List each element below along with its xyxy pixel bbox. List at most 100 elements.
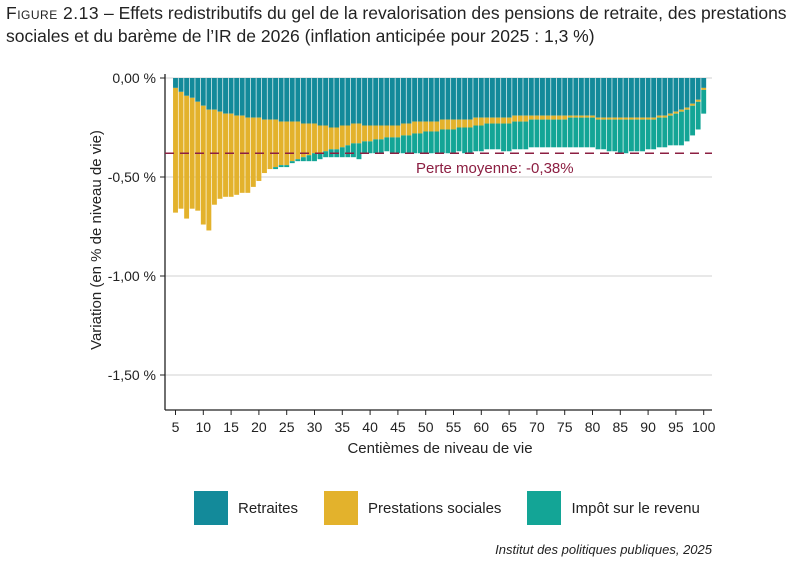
bar-stack xyxy=(250,78,256,187)
bar-stack xyxy=(323,78,329,158)
bar-stack xyxy=(345,78,351,158)
bar-segment-impot xyxy=(467,127,473,154)
bar-segment-retraites xyxy=(323,78,329,126)
bar-segment-prestations xyxy=(273,119,279,168)
bar-stack xyxy=(406,78,412,154)
bar-stack xyxy=(562,78,568,148)
bar-segment-impot xyxy=(640,119,645,152)
legend-swatch-impot xyxy=(527,491,562,525)
bar-stack xyxy=(200,78,206,225)
bar-segment-retraites xyxy=(617,78,623,118)
bar-segment-prestations xyxy=(590,115,595,118)
bar-segment-impot xyxy=(434,131,440,154)
bar-stack xyxy=(328,78,334,158)
bar-segment-retraites xyxy=(211,78,217,110)
bar-stack xyxy=(667,78,673,146)
bar-segment-impot xyxy=(695,101,701,130)
bar-stack xyxy=(373,78,379,154)
bar-segment-prestations xyxy=(584,115,590,118)
bar-stack xyxy=(401,78,406,154)
bar-segment-impot xyxy=(623,119,629,154)
bar-segment-retraites xyxy=(206,78,212,110)
bar-segment-prestations xyxy=(345,125,351,146)
bar-segment-retraites xyxy=(250,78,256,118)
bar-segment-prestations xyxy=(684,107,690,110)
x-tick-label: 45 xyxy=(390,419,406,435)
bar-segment-prestations xyxy=(395,125,401,138)
bar-stack xyxy=(567,78,573,148)
bar-segment-prestations xyxy=(178,91,184,209)
bar-segment-impot xyxy=(306,155,312,162)
bar-stack xyxy=(195,78,201,211)
bar-segment-prestations xyxy=(517,115,523,122)
bar-stack xyxy=(273,78,279,170)
bar-segment-retraites xyxy=(189,78,195,98)
bar-segment-prestations xyxy=(673,111,679,114)
bar-stack xyxy=(701,78,707,114)
bar-stack xyxy=(478,78,484,152)
bar-segment-impot xyxy=(501,123,506,152)
bar-segment-impot xyxy=(512,121,518,150)
bar-stack xyxy=(173,78,178,213)
bar-segment-impot xyxy=(534,119,540,148)
bar-stack xyxy=(617,78,623,154)
bar-segment-prestations xyxy=(239,115,245,193)
bar-stack xyxy=(384,78,390,152)
legend-label-impot: Impôt sur le revenu xyxy=(571,499,700,517)
bar-segment-impot xyxy=(573,117,579,148)
bars xyxy=(173,78,707,231)
x-tick-label: 30 xyxy=(307,419,323,435)
bar-segment-impot xyxy=(317,153,323,160)
legend: Retraites Prestations sociales Impôt sur… xyxy=(194,488,726,528)
bar-segment-impot xyxy=(528,119,534,148)
bar-segment-retraites xyxy=(679,78,684,110)
bar-segment-prestations xyxy=(445,119,451,130)
bar-segment-prestations xyxy=(645,117,651,120)
bar-stack xyxy=(389,78,395,154)
bar-segment-prestations xyxy=(662,115,668,118)
x-tick-label: 70 xyxy=(529,419,545,435)
bar-segment-prestations xyxy=(595,117,601,120)
bar-segment-prestations xyxy=(656,115,662,118)
bar-segment-prestations xyxy=(234,115,240,195)
bar-segment-retraites xyxy=(645,78,651,118)
bar-segment-retraites xyxy=(456,78,462,120)
bar-segment-prestations xyxy=(506,117,512,124)
x-tick-label: 25 xyxy=(279,419,295,435)
bar-segment-retraites xyxy=(534,78,540,116)
bar-stack xyxy=(584,78,590,148)
bar-segment-retraites xyxy=(517,78,523,116)
bar-segment-impot xyxy=(562,119,568,148)
bar-segment-impot xyxy=(451,129,456,154)
bar-stack xyxy=(473,78,479,152)
bar-segment-prestations xyxy=(567,115,573,118)
x-tick-label: 10 xyxy=(196,419,212,435)
bar-segment-retraites xyxy=(334,78,340,128)
bar-segment-retraites xyxy=(384,78,390,126)
bar-stack xyxy=(651,78,657,150)
bar-segment-prestations xyxy=(534,115,540,120)
bar-stack xyxy=(456,78,462,152)
bar-segment-retraites xyxy=(300,78,306,124)
bar-segment-impot xyxy=(339,147,345,158)
bar-segment-prestations xyxy=(667,113,673,116)
bar-segment-impot xyxy=(612,119,618,152)
bar-segment-impot xyxy=(662,117,668,148)
bar-segment-impot xyxy=(350,143,356,158)
bar-stack xyxy=(628,78,634,152)
bar-segment-retraites xyxy=(173,78,178,88)
bar-segment-impot xyxy=(389,137,395,154)
bar-segment-retraites xyxy=(439,78,445,120)
bar-segment-impot xyxy=(656,117,662,148)
bar-segment-impot xyxy=(667,115,673,146)
bar-segment-prestations xyxy=(211,109,217,205)
y-axis-label: Variation (en % de niveau de vie) xyxy=(88,130,105,350)
bar-segment-prestations xyxy=(378,125,384,140)
bar-segment-retraites xyxy=(328,78,334,128)
bar-segment-retraites xyxy=(373,78,379,126)
bar-segment-prestations xyxy=(462,119,468,128)
bar-segment-impot xyxy=(617,119,623,154)
bar-stack xyxy=(262,78,267,174)
bar-segment-impot xyxy=(295,159,301,162)
bar-segment-retraites xyxy=(612,78,618,118)
